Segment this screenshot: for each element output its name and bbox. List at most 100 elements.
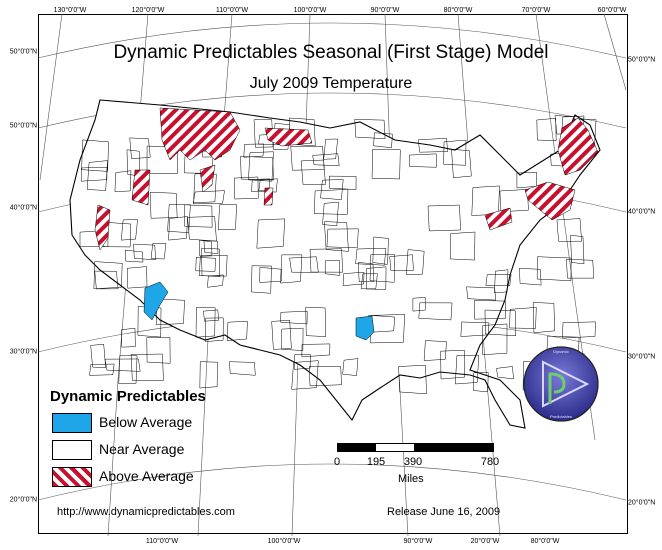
- legend-label-above: Above Average: [99, 468, 194, 484]
- graticule-left-label: 40°0'0"N: [9, 204, 37, 212]
- region-above-idaho: [199, 164, 216, 193]
- county-boundary: [294, 354, 311, 370]
- county-boundary: [485, 274, 512, 286]
- region-below-arizona: [143, 281, 169, 321]
- county-boundary: [93, 261, 123, 290]
- county-boundary: [427, 204, 461, 232]
- release-date: Release June 16, 2009: [387, 506, 501, 518]
- graticule-right-label: 50°0'0"N: [628, 56, 656, 64]
- county-boundary: [218, 204, 237, 231]
- county-boundary: [133, 243, 156, 260]
- county-boundary: [258, 178, 278, 193]
- county-boundary: [149, 191, 178, 219]
- region-above-nevada: [94, 204, 111, 251]
- county-boundary: [104, 358, 141, 372]
- county-boundary: [450, 231, 476, 261]
- county-boundary: [556, 218, 582, 242]
- county-boundary: [89, 363, 115, 376]
- county-boundary: [482, 323, 508, 356]
- region-above-dakota: [264, 127, 313, 147]
- county-boundary: [300, 159, 326, 185]
- graticule-top-label: 70°0'0"W: [521, 7, 551, 14]
- county-boundary: [455, 354, 480, 385]
- county-boundary: [496, 366, 514, 380]
- county-boundary: [240, 156, 274, 181]
- county-boundary: [355, 247, 387, 266]
- county-boundary: [536, 117, 557, 141]
- county-boundary: [373, 132, 393, 148]
- county-boundary: [406, 249, 425, 275]
- county-boundary: [342, 358, 359, 376]
- county-boundary: [155, 298, 185, 326]
- county-boundary: [354, 119, 386, 139]
- county-boundary: [118, 355, 138, 385]
- county-boundary: [259, 267, 282, 283]
- legend-swatch-below: [52, 413, 92, 433]
- county-boundary: [195, 307, 216, 338]
- county-boundary: [129, 137, 151, 160]
- county-boundary: [328, 175, 357, 190]
- county-boundary: [234, 176, 259, 200]
- graticule-right-label: 40°0'0"N: [628, 208, 656, 216]
- county-boundary: [207, 274, 224, 288]
- county-boundary: [322, 201, 339, 227]
- county-boundary: [369, 254, 395, 283]
- region-above-wyoming: [263, 187, 274, 206]
- county-boundaries: [79, 115, 597, 395]
- county-boundary: [326, 228, 359, 249]
- county-boundary: [124, 249, 144, 263]
- county-boundary: [474, 300, 507, 320]
- county-boundary: [532, 302, 555, 334]
- legend-label-near: Near Average: [99, 441, 185, 457]
- website-url[interactable]: http://www.dynamicpredictables.com: [57, 506, 235, 518]
- county-boundary: [519, 267, 542, 286]
- county-boundary: [412, 297, 426, 312]
- county-boundary: [371, 149, 401, 180]
- graticule-top-label: 80°0'0"W: [443, 7, 473, 14]
- county-boundary: [127, 266, 148, 289]
- county-boundary: [509, 307, 537, 329]
- county-boundary: [398, 364, 427, 395]
- county-boundary: [253, 119, 274, 148]
- county-boundary: [562, 321, 596, 339]
- graticule-right-label: 20°0'0"N: [628, 499, 656, 507]
- graticule-top-label: 60°0'0"W: [597, 7, 627, 14]
- county-boundary: [199, 254, 228, 277]
- scale-tick-label: 390: [403, 456, 423, 468]
- scale-tick-label: 780: [480, 456, 500, 468]
- region-above-oregon: [131, 169, 151, 206]
- graticule-top-label: 100°0'0"W: [293, 7, 327, 14]
- county-boundary: [570, 234, 585, 265]
- county-boundary: [90, 343, 106, 368]
- county-boundary: [94, 270, 119, 290]
- county-boundary: [243, 143, 265, 158]
- county-boundary: [201, 247, 221, 277]
- county-boundary: [484, 309, 516, 337]
- legend-label-below: Below Average: [99, 414, 193, 430]
- county-boundary: [451, 149, 472, 179]
- county-boundary: [443, 139, 467, 166]
- county-boundary: [389, 254, 414, 271]
- county-boundary: [320, 179, 344, 200]
- county-boundary: [291, 360, 319, 390]
- graticule-top-label: 110°0'0"W: [215, 7, 249, 14]
- county-boundary: [357, 262, 375, 282]
- legend-swatch-above: [52, 467, 92, 487]
- graticule-top-label: 130°0'0"W: [53, 7, 87, 14]
- county-boundary: [168, 216, 188, 241]
- county-boundary: [323, 138, 338, 160]
- graticule-bottom-label: 100°0'0"W: [267, 538, 301, 545]
- scale-bar: [337, 443, 494, 452]
- graticule-left-label: 20°0'0"N: [9, 496, 37, 504]
- county-boundary: [280, 254, 303, 284]
- county-boundary: [301, 343, 331, 358]
- county-boundary: [248, 151, 274, 182]
- graticule-bottom-label: 80°0'0"W: [530, 538, 560, 545]
- county-boundary: [418, 302, 453, 321]
- county-boundary: [146, 337, 171, 364]
- county-boundary: [536, 256, 572, 282]
- county-boundary: [308, 366, 342, 387]
- region-above-newengland: [524, 181, 576, 221]
- graticule-left-label: 50°0'0"N: [9, 122, 37, 130]
